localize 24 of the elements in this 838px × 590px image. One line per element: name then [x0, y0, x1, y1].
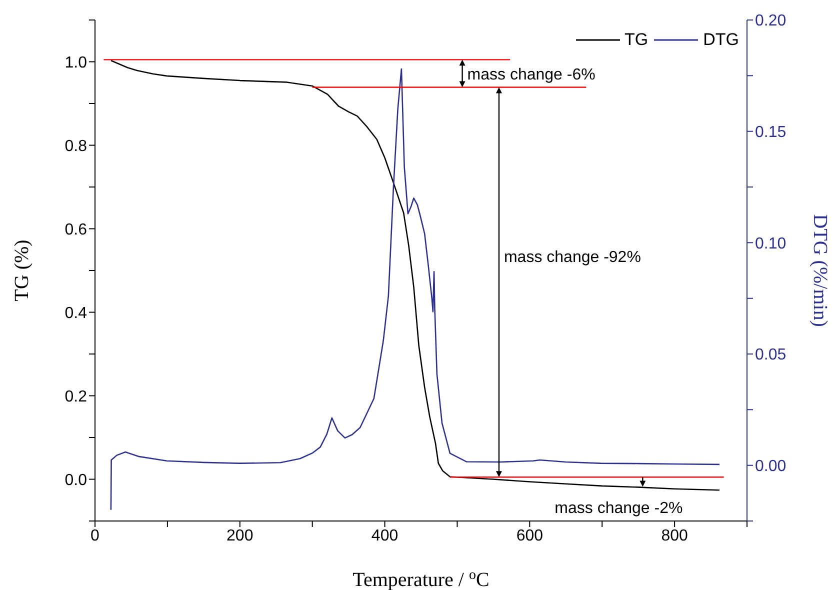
x-tick-label: 0 — [90, 527, 100, 544]
annotation: mass change -92% — [504, 249, 641, 266]
y-tick-label: 0.6 — [64, 221, 88, 238]
y-tick-label: 0.8 — [64, 138, 88, 155]
x-tick-label: 200 — [226, 527, 254, 544]
y-tick-label: 1.0 — [64, 54, 88, 72]
legend-label: DTG — [703, 30, 739, 50]
y2-tick-label: 0.10 — [755, 235, 786, 252]
x-tick-label: 600 — [516, 527, 544, 544]
y-tick-label: 0.2 — [64, 388, 88, 406]
annotation: mass change -6% — [467, 66, 596, 84]
y2-tick-label: 0.00 — [755, 458, 786, 476]
y2-tick-label: 0.15 — [755, 124, 786, 142]
legend-label: TG — [624, 30, 648, 50]
x-tick-label: 400 — [371, 527, 398, 544]
y2-axis-title: DTG (%/min) — [809, 214, 831, 327]
y-tick-label: 0.0 — [64, 472, 88, 489]
y2-tick-label: 0.05 — [755, 346, 786, 364]
x-tick-label: 800 — [661, 527, 688, 544]
y-tick-label: 0.4 — [64, 304, 88, 322]
y-axis-title: TG (%) — [11, 240, 33, 302]
annotation: mass change -2% — [554, 500, 683, 517]
x-axis-title: Temperature / $^{o}$C — [352, 568, 490, 590]
y2-tick-label: 0.20 — [755, 12, 786, 30]
